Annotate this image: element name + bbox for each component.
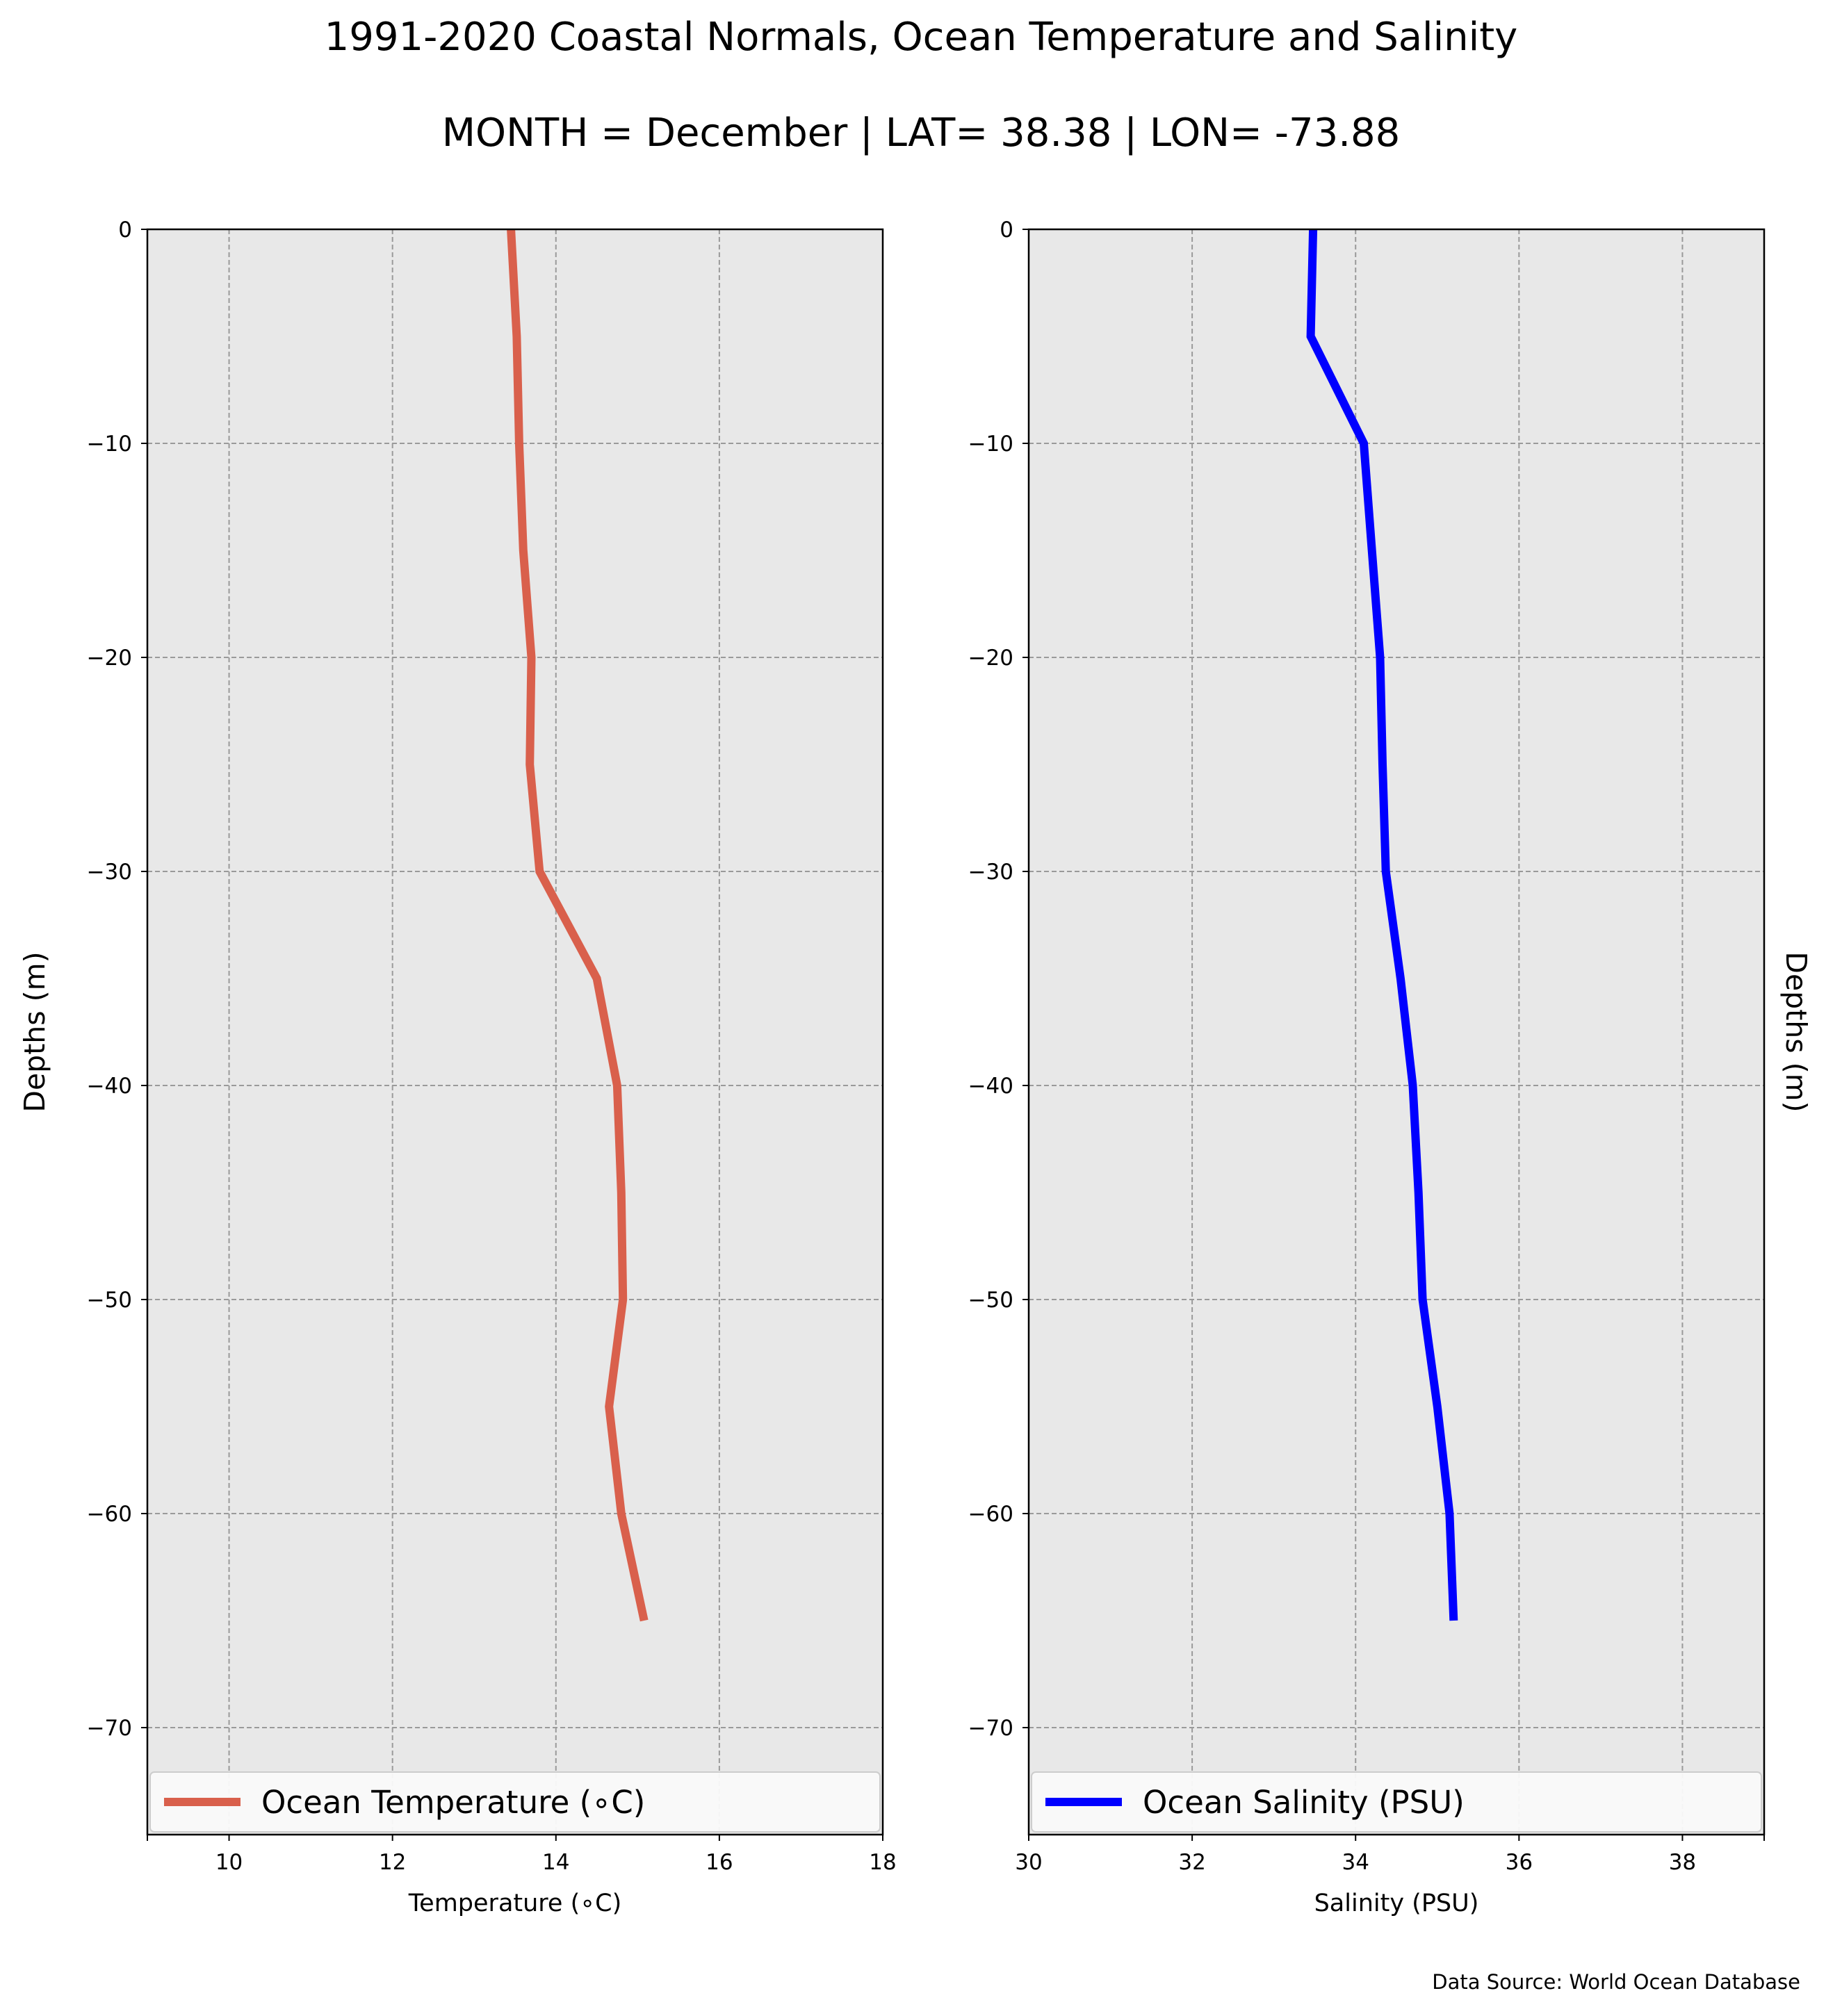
temperature-legend-box: [149, 1771, 881, 1833]
salinity-x-tick-label: 34: [1342, 1850, 1369, 1875]
salinity-y-tick-label: −40: [968, 1074, 1013, 1099]
salinity-plot-area: [1029, 229, 1764, 1835]
salinity-legend-label: Ocean Salinity (PSU): [1143, 1784, 1465, 1821]
temperature-x-tick-label: 14: [542, 1850, 569, 1875]
salinity-y-tick-label: −30: [968, 860, 1013, 885]
salinity-x-tick-label: 32: [1178, 1850, 1205, 1875]
salinity-x-axis-label: Salinity (PSU): [1314, 1890, 1479, 1917]
chart-title: 1991-2020 Coastal Normals, Ocean Tempera…: [325, 15, 1518, 60]
chart-subtitle: MONTH = December | LAT= 38.38 | LON= -73…: [442, 110, 1401, 156]
salinity-y-tick-label: −20: [968, 646, 1013, 671]
salinity-panel: Ocean Salinity (PSU) 30 32 34 36 38 0 −10 −20 −30…: [968, 218, 1813, 1917]
temperature-axes-frame: [146, 228, 884, 1836]
salinity-y-tick-label: −60: [968, 1502, 1013, 1527]
temperature-y-tick-label: 0: [118, 218, 132, 243]
temperature-y-tick-label: −50: [87, 1288, 132, 1313]
salinity-y-tick-label: −50: [968, 1288, 1013, 1313]
temperature-y-tick-label: −60: [87, 1502, 132, 1527]
temperature-y-tick-label: −10: [87, 432, 132, 457]
salinity-x-tick-label: 36: [1506, 1850, 1533, 1875]
temperature-series-line: [507, 229, 649, 1622]
salinity-y-tick-label: 0: [1000, 218, 1013, 243]
salinity-y-tick-label: −70: [968, 1716, 1013, 1741]
temperature-y-tick-label: −30: [87, 860, 132, 885]
temperature-y-tick-label: −40: [87, 1074, 132, 1099]
salinity-series-line: [1306, 229, 1458, 1621]
data-source-note: Data Source: World Ocean Database: [1432, 1970, 1800, 1994]
temperature-legend-label: Ocean Temperature (∘C): [261, 1784, 645, 1821]
salinity-axes-frame: [1027, 228, 1766, 1836]
salinity-x-tick-label: 30: [1015, 1850, 1042, 1875]
temperature-y-tick-label: −70: [87, 1716, 132, 1741]
temperature-panel: Ocean Temperature (∘C) 10 12 14 16 18 0 −10 −20 −…: [18, 218, 897, 1917]
salinity-y-axis-label: Depths (m): [1779, 951, 1813, 1112]
temperature-y-tick-label: −20: [87, 646, 132, 671]
temperature-x-tick-label: 12: [379, 1850, 406, 1875]
temperature-x-tick-label: 10: [215, 1850, 243, 1875]
temperature-y-axis-label: Depths (m): [18, 951, 51, 1112]
temperature-x-tick-label: 18: [869, 1850, 896, 1875]
salinity-x-tick-label: 38: [1669, 1850, 1696, 1875]
salinity-legend-box: [1031, 1771, 1762, 1833]
salinity-y-tick-label: −10: [968, 432, 1013, 457]
temperature-plot-area: [147, 229, 883, 1835]
temperature-x-axis-label: Temperature (∘C): [408, 1890, 622, 1917]
temperature-x-tick-label: 16: [706, 1850, 733, 1875]
